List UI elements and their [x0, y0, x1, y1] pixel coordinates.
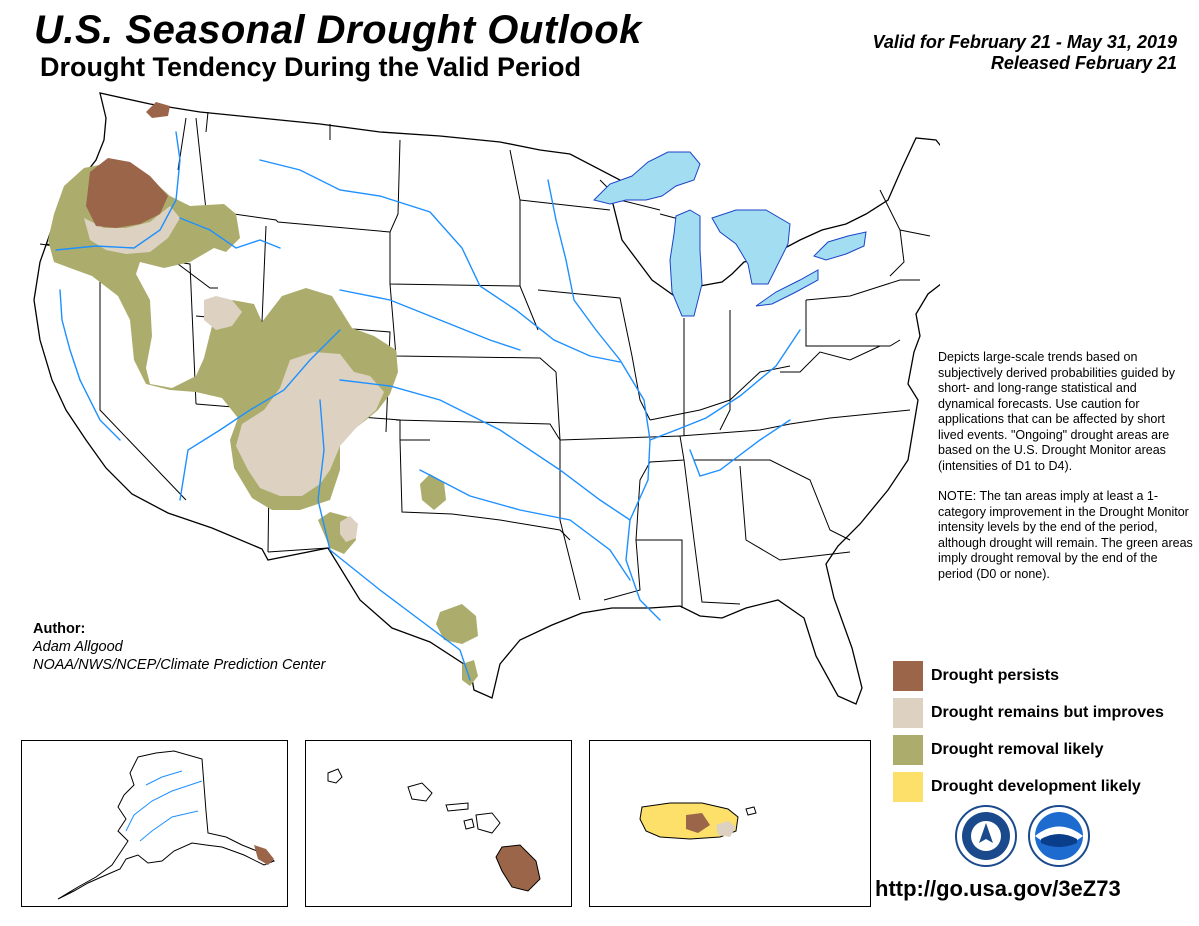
legend-item-development: Drought development likely: [893, 768, 1164, 805]
legend-swatch: [893, 734, 923, 765]
alaska-map: [57, 750, 276, 900]
great-lakes: [593, 151, 867, 317]
rio-grande: [317, 399, 471, 681]
page-subtitle: Drought Tendency During the Valid Period: [40, 52, 582, 82]
valid-period-block: Valid for February 21 - May 31, 2019 Rel…: [873, 32, 1177, 74]
alaska-outline: [57, 750, 276, 900]
nws-logo: [955, 805, 1017, 867]
red-river: [419, 469, 631, 581]
lake-superior: [593, 151, 701, 205]
alaska-inset: [21, 740, 288, 907]
author-org: NOAA/NWS/NCEP/Climate Prediction Center: [33, 657, 326, 673]
hawaii-inset: [305, 740, 572, 907]
lake-ontario: [813, 231, 867, 261]
tennessee-river: [689, 419, 791, 477]
lake-huron: [711, 209, 791, 285]
hawaii-oahu: [407, 782, 433, 802]
hawaii-lanai: [463, 818, 475, 830]
noaa-logo: [1028, 805, 1090, 867]
drought-improves-four-corners: [236, 352, 384, 496]
agency-logos: [955, 803, 1095, 869]
drought-areas: [48, 102, 478, 686]
colorado-river: [179, 329, 341, 501]
arkansas-river: [339, 379, 631, 521]
legend-swatch: [893, 771, 923, 802]
legend-item-persists: Drought persists: [893, 657, 1164, 694]
legend-item-removal: Drought removal likely: [893, 731, 1164, 768]
hawaii-kauai: [327, 768, 343, 784]
lake-erie: [755, 269, 819, 307]
description-paragraph-1: Depicts large-scale trends based on subj…: [938, 350, 1175, 473]
puerto-rico-map: [639, 802, 757, 840]
drought-improves-nm-south: [340, 516, 358, 542]
drought-removal-texas-c: [420, 474, 446, 510]
legend-swatch: [893, 660, 923, 691]
columbia-river: [55, 131, 181, 251]
legend-item-improves: Drought remains but improves: [893, 694, 1164, 731]
page-title: U.S. Seasonal Drought Outlook: [34, 8, 642, 52]
hawaii-maui: [475, 812, 501, 834]
lake-michigan: [669, 209, 703, 317]
author-label: Author:: [33, 621, 86, 637]
conus-outline: [33, 92, 940, 705]
drought-improves-oregon: [84, 206, 180, 254]
alaska-drought-persists: [254, 845, 274, 865]
author-name: Adam Allgood: [33, 639, 123, 655]
legend-swatch: [893, 697, 923, 728]
legend-label: Drought persists: [931, 666, 1060, 684]
valid-period: Valid for February 21 - May 31, 2019: [872, 32, 1177, 52]
drought-persists-washington: [146, 102, 170, 118]
ohio-river: [649, 329, 801, 441]
conus-map: [33, 92, 940, 705]
release-date: Released February 21: [990, 53, 1177, 73]
sacramento-river: [59, 289, 81, 381]
alaska-rivers: [125, 770, 203, 842]
hawaii-map: [327, 768, 541, 892]
rivers: [55, 131, 801, 681]
drought-removal-texas-a: [436, 604, 478, 644]
legend: Drought persists Drought remains but imp…: [893, 657, 1164, 805]
legend-label: Drought removal likely: [931, 740, 1104, 758]
author-block: Author: Adam Allgood NOAA/NWS/NCEP/Clima…: [33, 620, 326, 674]
san-joaquin-river: [79, 379, 121, 441]
legend-label: Drought remains but improves: [931, 703, 1164, 721]
hawaii-big-island: [495, 844, 541, 892]
puerto-rico-drought-improves: [716, 821, 736, 837]
mississippi-river: [547, 179, 661, 621]
snake-river: [179, 217, 281, 249]
puerto-rico-inset: [589, 740, 871, 907]
puerto-rico-drought-persists: [686, 813, 710, 833]
drought-improves-utah: [204, 296, 242, 330]
missouri-river: [259, 159, 621, 363]
drought-persists-oregon: [86, 158, 168, 228]
outlook-url[interactable]: http://go.usa.gov/3eZ73: [875, 876, 1121, 901]
outlook-description: Depicts large-scale trends based on subj…: [938, 350, 1193, 597]
description-paragraph-2: NOTE: The tan areas imply at least a 1-c…: [938, 489, 1193, 581]
legend-label: Drought development likely: [931, 777, 1141, 795]
hawaii-molokai: [445, 802, 469, 812]
platte-river: [339, 289, 521, 351]
culebra-island: [745, 806, 757, 816]
